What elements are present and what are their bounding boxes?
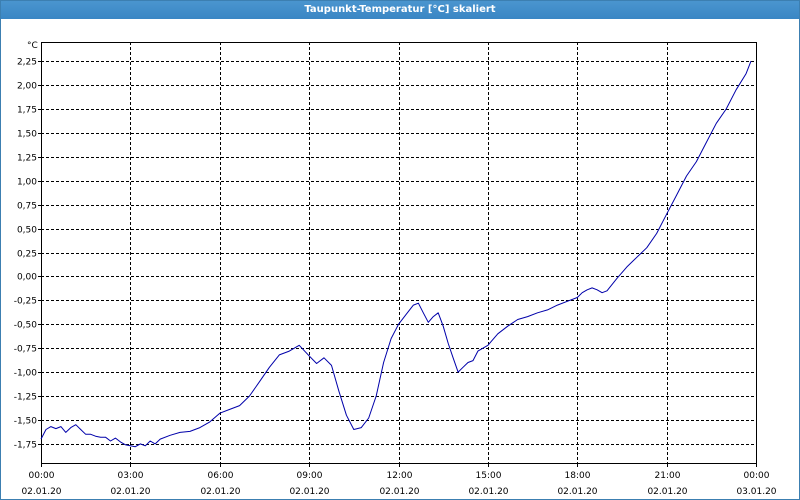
- y-tick-label-13: -1,00: [14, 369, 38, 379]
- x-tick-time-5: 15:00: [476, 471, 502, 481]
- y-tick-label-1: 2,00: [17, 82, 37, 92]
- y-tick-label-16: -1,75: [14, 441, 37, 451]
- x-tick-time-7: 21:00: [655, 471, 681, 481]
- y-tick-labels: 2,25 2,00 1,75 1,50 1,25 1,00 0,75 0,50 0,25 0,00…: [14, 58, 38, 451]
- window-title: Taupunkt-Temperatur [°C] skaliert: [1, 1, 799, 19]
- series-line-0: [40, 60, 752, 448]
- x-tick-labels: 00:00 02.01.20 03:00 02.01.20 06:00 02.01.20 0…: [21, 471, 776, 497]
- series-group: [40, 60, 752, 448]
- x-tick-time-0: 00:00: [29, 471, 55, 481]
- y-tick-label-14: -1,25: [14, 393, 37, 403]
- y-tick-label-0: 2,25: [17, 58, 37, 68]
- x-tick-time-2: 06:00: [208, 471, 234, 481]
- y-tick-label-2: 1,75: [17, 106, 37, 116]
- y-tick-label-8: 0,25: [17, 250, 37, 260]
- x-tick-date-7: 02.01.20: [647, 487, 687, 497]
- y-tick-label-10: -0,25: [14, 297, 37, 307]
- y-tick-label-9: 0,00: [17, 273, 37, 283]
- x-tick-date-3: 02.01.20: [289, 487, 329, 497]
- y-axis-unit-label: °C: [27, 41, 38, 51]
- x-tick-time-6: 18:00: [565, 471, 591, 481]
- y-tick-label-15: -1,50: [14, 417, 38, 427]
- plot-frame: [41, 42, 757, 464]
- x-tick-date-5: 02.01.20: [468, 487, 508, 497]
- x-tick-date-0: 02.01.20: [21, 487, 61, 497]
- x-tick-date-1: 02.01.20: [110, 487, 150, 497]
- y-tick-label-4: 1,25: [17, 154, 37, 164]
- y-tick-label-7: 0,50: [17, 226, 37, 236]
- x-tick-date-8: 03.01.20: [736, 487, 776, 497]
- x-tick-date-6: 02.01.20: [557, 487, 597, 497]
- horizontal-gridlines: [38, 61, 756, 445]
- y-tick-label-5: 1,00: [17, 178, 37, 188]
- x-tick-date-2: 02.01.20: [200, 487, 240, 497]
- y-tick-label-6: 0,75: [17, 202, 37, 212]
- vertical-gridlines: [41, 42, 757, 467]
- x-tick-time-3: 09:00: [297, 471, 323, 481]
- x-tick-time-8: 00:00: [744, 471, 770, 481]
- x-tick-date-4: 02.01.20: [379, 487, 419, 497]
- x-tick-time-4: 12:00: [387, 471, 413, 481]
- y-tick-label-12: -0,75: [14, 345, 37, 355]
- y-tick-label-11: -0,50: [14, 321, 38, 331]
- y-tick-label-3: 1,50: [17, 130, 37, 140]
- x-tick-time-1: 03:00: [118, 471, 144, 481]
